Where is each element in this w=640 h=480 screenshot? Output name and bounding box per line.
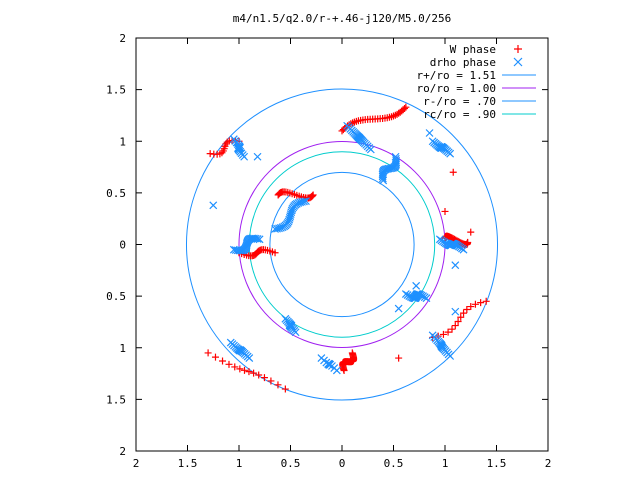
data-point [291,328,300,337]
x-tick-label: 1 [442,457,449,470]
data-point [231,363,239,371]
data-point [255,235,264,244]
circle-series [185,88,499,401]
data-point [366,145,375,154]
data-point [441,207,449,215]
data-point [482,297,490,305]
x-tick-label: 0.5 [281,457,301,470]
y-tick-label: 2 [119,32,126,45]
data-point [514,45,522,53]
data-point [332,366,341,375]
y-tick-label: 2 [119,445,126,458]
data-point [209,201,218,210]
data-point [340,366,348,374]
data-point [425,129,434,137]
data-point [204,349,212,357]
data-point [245,368,253,376]
data-point [260,374,268,382]
x-tick-label: 2 [545,457,552,470]
legend-label: drho phase [430,56,496,69]
data-point [451,261,460,270]
data-point [395,354,403,362]
data-point [211,353,219,361]
data-point [255,371,263,379]
data-point [513,57,523,67]
x-tick-label: 1.5 [487,457,507,470]
y-tick-label: 1 [119,342,126,355]
y-tick-label: 1.5 [106,393,126,406]
data-point [281,385,289,393]
data-point [271,249,279,257]
data-point [253,235,262,243]
data-point [460,309,468,317]
data-point [379,176,388,185]
chart-title: m4/n1.5/q2.0/r-+.46-j120/M5.0/256 [233,12,452,25]
y-tick-label: 0 [119,239,126,252]
data-point [300,197,308,206]
circle-series [248,151,436,338]
data-point [457,313,465,321]
circle-series [269,171,415,318]
data-point [451,307,460,316]
data-point [448,325,456,333]
data-points [204,103,490,393]
data-point [274,191,282,199]
data-point [394,304,403,313]
data-point [441,234,449,242]
data-point [253,152,262,161]
data-point [302,197,310,206]
data-point [236,365,244,373]
x-tick-label: 0 [339,457,346,470]
y-tick-label: 1.5 [106,84,126,97]
data-point [250,369,258,377]
data-point [467,303,475,311]
legend-label: r+/ro = 1.51 [417,69,496,82]
y-tick-label: 1 [119,135,126,148]
data-point [274,381,282,389]
data-point [245,354,254,362]
data-point [378,174,387,183]
data-point [444,328,452,336]
data-point [471,300,479,308]
legend-label: rc/ro = .90 [423,108,496,121]
data-point [477,299,485,307]
data-point [225,360,233,368]
data-point [422,294,431,303]
data-point [412,281,421,290]
data-point [338,127,346,135]
data-point [219,357,227,365]
y-tick-label: 0.5 [106,290,126,303]
x-tick-label: 0.5 [384,457,404,470]
legend-label: ro/ro = 1.00 [417,82,496,95]
data-point [240,152,249,161]
data-point [467,228,475,236]
data-point [439,330,447,338]
data-point [275,190,283,198]
x-tick-label: 1.5 [178,457,198,470]
data-point [276,189,284,197]
data-point [267,377,275,385]
data-point [240,366,248,374]
data-point [451,322,459,330]
data-point [446,149,455,158]
data-point [459,245,468,254]
data-point [463,306,471,314]
x-tick-label: 2 [133,457,140,470]
y-tick-label: 0.5 [106,187,126,200]
legend-label: W phase [450,43,496,56]
x-tick-label: 1 [236,457,243,470]
data-point [446,352,455,360]
data-point [454,317,462,325]
legend-label: r-/ro = .70 [423,95,496,108]
axis-ticks: 2 1.5 1 0.5 0 0.5 1 1.5 221.510.500.511.52 [106,32,551,470]
data-point [449,168,457,176]
